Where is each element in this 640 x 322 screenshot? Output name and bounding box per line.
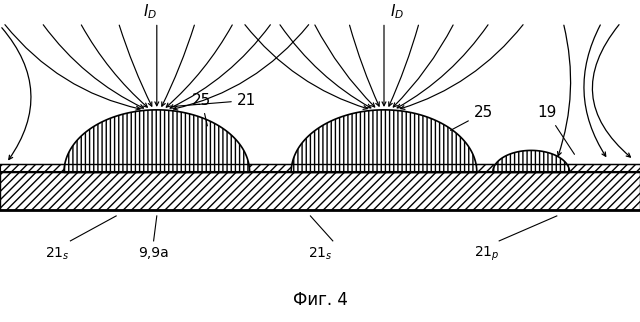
Polygon shape [493,150,570,172]
Text: 9,9а: 9,9а [138,246,169,260]
Text: Фиг. 4: Фиг. 4 [292,291,348,309]
Text: 19: 19 [538,106,575,154]
Text: 25: 25 [451,106,493,130]
Text: $21_s$: $21_s$ [45,245,70,261]
Polygon shape [0,172,640,210]
Text: 25: 25 [192,93,211,126]
Polygon shape [0,165,640,172]
Text: 21: 21 [172,93,256,108]
Text: $I_D$: $I_D$ [390,2,404,21]
Text: $21_s$: $21_s$ [308,245,332,261]
Polygon shape [64,110,250,172]
Polygon shape [291,110,477,172]
Polygon shape [0,210,640,253]
Text: $21_p$: $21_p$ [474,244,499,262]
Text: $I_D$: $I_D$ [143,2,157,21]
